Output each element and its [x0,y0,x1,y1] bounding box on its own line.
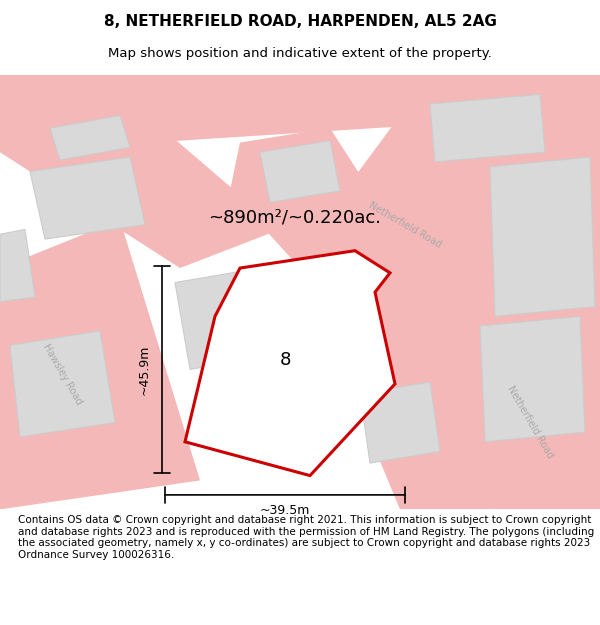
Polygon shape [360,382,440,463]
Polygon shape [175,268,275,369]
Text: 8: 8 [280,351,290,369]
Text: ~39.5m: ~39.5m [260,504,310,517]
Polygon shape [265,345,360,437]
Polygon shape [260,141,340,202]
Text: Netherfield Road: Netherfield Road [505,384,555,461]
Polygon shape [490,157,595,316]
Polygon shape [0,75,600,152]
Polygon shape [0,75,280,268]
Text: Hawsley Road: Hawsley Road [41,342,83,406]
Polygon shape [230,128,490,509]
Polygon shape [320,75,600,509]
Polygon shape [0,229,35,302]
Text: Netherfield Road: Netherfield Road [367,200,443,249]
Polygon shape [185,251,395,476]
Polygon shape [30,157,145,239]
Text: Contains OS data © Crown copyright and database right 2021. This information is : Contains OS data © Crown copyright and d… [18,515,594,560]
Polygon shape [0,220,200,509]
Text: Map shows position and indicative extent of the property.: Map shows position and indicative extent… [108,48,492,61]
Text: 8, NETHERFIELD ROAD, HARPENDEN, AL5 2AG: 8, NETHERFIELD ROAD, HARPENDEN, AL5 2AG [104,14,496,29]
Text: ~45.9m: ~45.9m [137,344,151,394]
Text: ~890m²/~0.220ac.: ~890m²/~0.220ac. [209,209,382,227]
Polygon shape [430,94,545,162]
Polygon shape [480,316,585,442]
Polygon shape [10,331,115,437]
Polygon shape [50,116,130,160]
